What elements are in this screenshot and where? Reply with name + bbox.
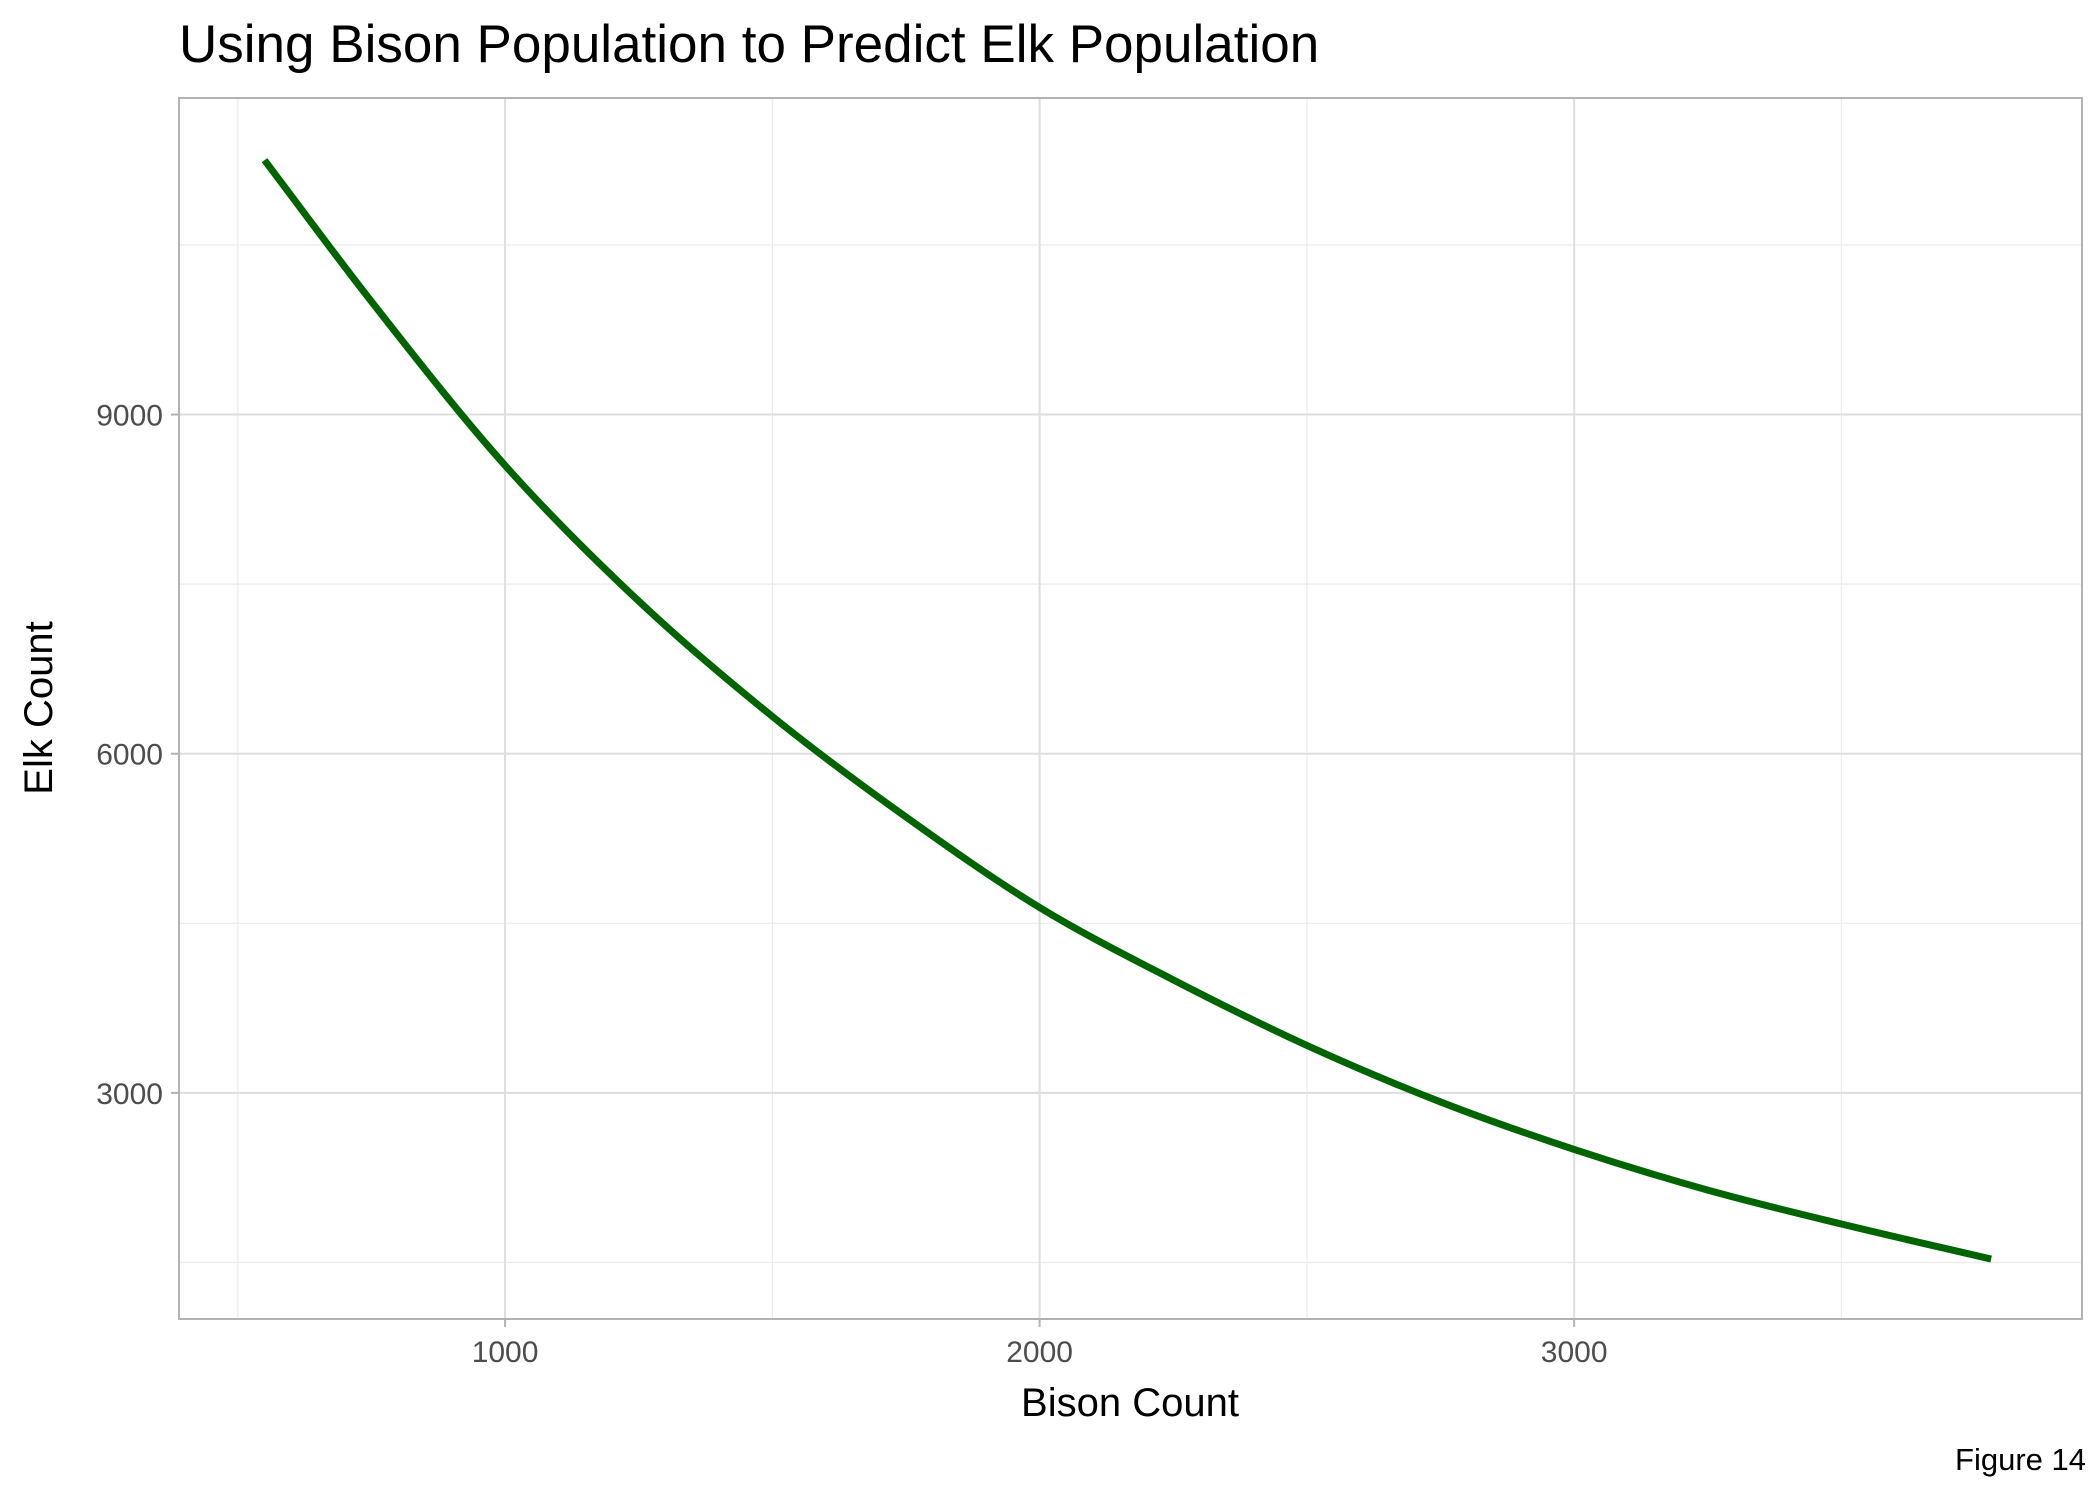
y-tick-label: 9000 bbox=[96, 400, 163, 433]
y-tick-label: 6000 bbox=[96, 739, 163, 772]
x-tick-label: 2000 bbox=[1006, 1336, 1073, 1369]
x-tick-label: 1000 bbox=[472, 1336, 539, 1369]
plot-border bbox=[178, 97, 2083, 1320]
series-layer bbox=[261, 158, 1992, 1263]
plot-background bbox=[179, 98, 2082, 1319]
ticks-layer: 1000 2000 3000 3000 6000 9000 bbox=[96, 400, 1607, 1369]
figure-caption: Figure 14 bbox=[1955, 1442, 2086, 1477]
grid-layer bbox=[179, 98, 2082, 1319]
y-axis-title: Elk Count bbox=[17, 621, 61, 794]
y-tick-label: 3000 bbox=[96, 1078, 163, 1111]
x-axis-title: Bison Count bbox=[1021, 1381, 1239, 1425]
x-tick-label: 3000 bbox=[1541, 1336, 1608, 1369]
chart-title: Using Bison Population to Predict Elk Po… bbox=[179, 15, 1320, 74]
series-line bbox=[261, 158, 1992, 1263]
